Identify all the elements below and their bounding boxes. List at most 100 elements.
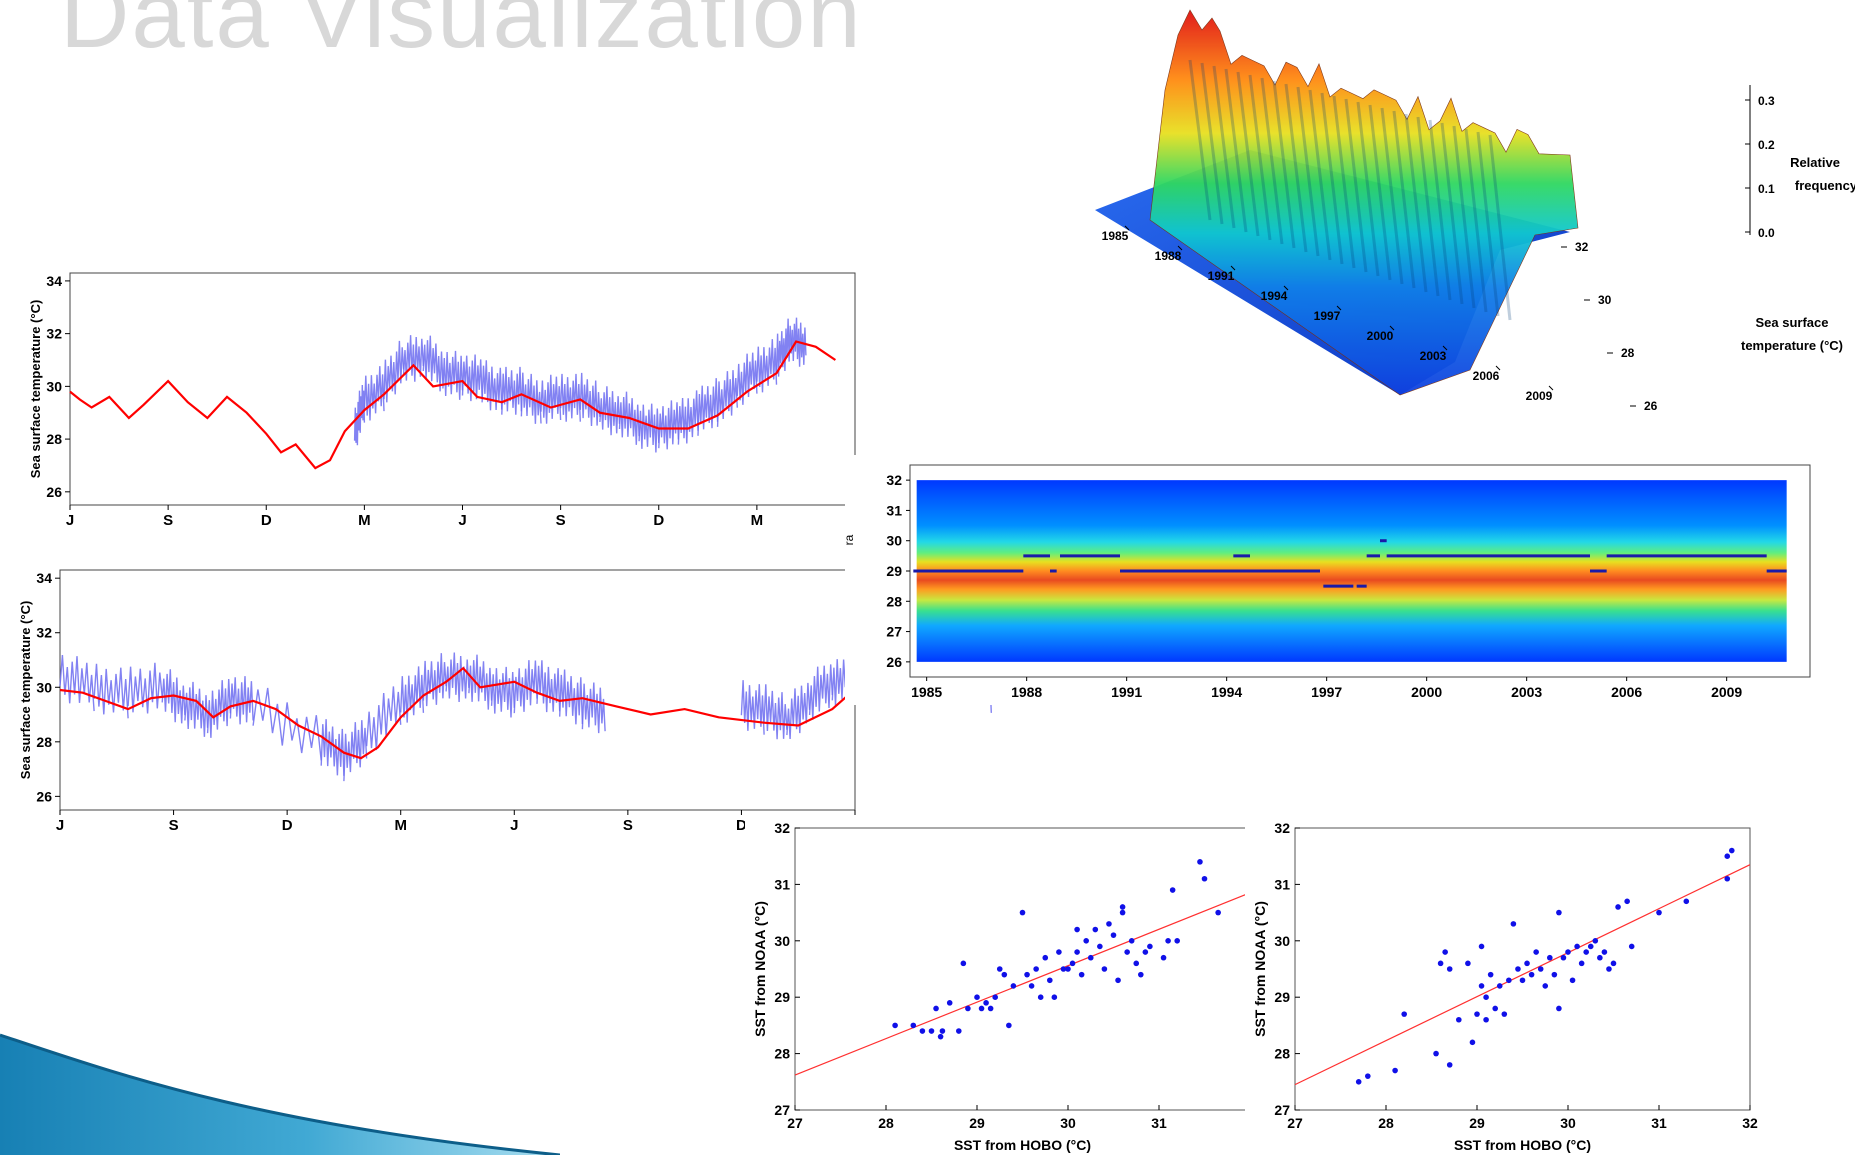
x-tick-label: 1997	[1314, 309, 1341, 323]
scatter-point	[1724, 853, 1731, 859]
scatter-point	[992, 994, 998, 1000]
blue-series-segment	[461, 354, 483, 402]
surface-streak	[1428, 119, 1452, 301]
scatter-point	[1069, 960, 1076, 967]
scatter-point	[1215, 909, 1221, 916]
y-tick-label: 28	[36, 734, 52, 750]
scatter-point	[1169, 887, 1176, 893]
surface-streak	[1284, 83, 1308, 253]
scatter-point	[1628, 943, 1635, 950]
scatter-point	[1537, 966, 1544, 972]
blue-series-segment	[581, 682, 606, 734]
scatter-point	[1201, 875, 1208, 882]
scatter-point	[1474, 1011, 1480, 1017]
surface-body	[1149, 9, 1579, 396]
y-tick-label: 31	[1274, 876, 1290, 892]
scatter-point	[1047, 977, 1053, 984]
surface-streak	[1188, 59, 1212, 221]
blue-series-segment	[618, 391, 640, 445]
scatter-right-svg: 27 28 29 30 31 32 27 28 29 30 31 32 SST from HOBO (°…	[1252, 820, 1758, 1153]
x-tick-label: 2003	[1511, 684, 1542, 700]
y-tick-label: 30	[46, 378, 62, 394]
scatter-point	[1401, 1011, 1407, 1017]
scatter-point	[919, 1028, 926, 1034]
blue-series-segment	[697, 378, 719, 436]
scatter-point	[1683, 898, 1690, 905]
x-tick-label: 31	[1151, 1115, 1167, 1131]
scatter-point	[933, 1005, 939, 1012]
scatter-point	[1465, 960, 1471, 967]
scatter-point	[1592, 938, 1599, 944]
scatter-point	[1087, 954, 1094, 961]
blue-series-segment	[490, 666, 515, 718]
x-tick-label: 29	[969, 1115, 985, 1131]
blue-series-segment	[481, 360, 503, 411]
blue-series-segment	[442, 350, 464, 400]
y-tick-label: 32	[774, 820, 790, 836]
scatter-point	[1392, 1067, 1398, 1074]
x-axis-label: SST from HOBO (°C)	[1454, 1137, 1591, 1153]
blue-series-segment	[599, 386, 621, 436]
y-tick-label: 28	[774, 1046, 790, 1062]
blue-series-segment	[559, 669, 584, 725]
scatter-point	[974, 994, 980, 1000]
blue-series-segment	[365, 686, 402, 751]
plot-frame	[59, 569, 856, 811]
slide-title: Data Visualization	[60, 0, 863, 68]
surface-streak	[1248, 74, 1272, 241]
scatter-point	[1197, 859, 1203, 865]
x-tick-label: 1997	[1311, 684, 1342, 700]
x-tick-label: D	[653, 512, 664, 529]
y-tick-label: 28	[46, 431, 62, 447]
x-tick-label: 28	[1378, 1115, 1394, 1131]
y-tick-label: 32	[1274, 820, 1290, 836]
scatter-point	[1574, 943, 1580, 950]
scatter-point	[1569, 977, 1576, 984]
plot-frame	[1294, 827, 1751, 1111]
x-tick-label: 31	[1651, 1115, 1667, 1131]
scatter-point	[1119, 904, 1126, 910]
y-tick-label: 27	[774, 1102, 790, 1118]
scatter-point	[1056, 949, 1062, 955]
y-tick-label: 30	[1598, 293, 1612, 307]
scatter-point	[1060, 966, 1067, 972]
scatter-point	[1551, 971, 1558, 978]
x-tick-label: 1988	[1011, 684, 1042, 700]
scatter-point	[1519, 977, 1526, 984]
y-axis-label: Sea surface temperature (°C)	[28, 300, 43, 479]
z-tick-label: 0.2	[1758, 138, 1775, 152]
x-tick-label: S	[556, 512, 566, 529]
scatter-point	[1469, 1039, 1476, 1046]
blue-series-segment	[445, 652, 470, 703]
scatter-point	[1028, 983, 1035, 989]
scatter-point	[1515, 966, 1521, 972]
x-tick-label: 2006	[1611, 684, 1642, 700]
x-tick-label: 27	[1287, 1115, 1303, 1131]
scatter-point	[1624, 898, 1630, 905]
x-tick-label: 1991	[1208, 269, 1235, 283]
surface-streak	[1332, 95, 1356, 269]
scatter-point	[1024, 971, 1030, 978]
scatter-point	[1128, 938, 1135, 944]
scatter-point	[1610, 960, 1617, 967]
surface-streak	[1416, 116, 1440, 297]
scatter-point	[1165, 938, 1171, 944]
x-tick-label: 2003	[1420, 349, 1447, 363]
blue-series-segment	[501, 366, 523, 415]
red-series-line	[59, 645, 987, 760]
surface-streak	[1488, 134, 1512, 321]
x-tick-label: 1988	[1155, 249, 1182, 263]
y-tick-label: 28	[1621, 346, 1635, 360]
blue-series-segment	[740, 680, 765, 735]
blue-series-segment	[229, 676, 254, 725]
scatter-point	[1074, 926, 1080, 933]
surface-streak	[1452, 125, 1476, 309]
y-tick-label: 28	[1274, 1046, 1290, 1062]
surface-streak	[1212, 65, 1236, 229]
x-tick-label: D	[282, 817, 293, 834]
y-axis-label: SST from NOAA (°C)	[1252, 901, 1268, 1037]
scatter-point	[956, 1028, 962, 1034]
x-tick-label: J	[458, 512, 466, 529]
blue-series-segment	[677, 390, 699, 445]
